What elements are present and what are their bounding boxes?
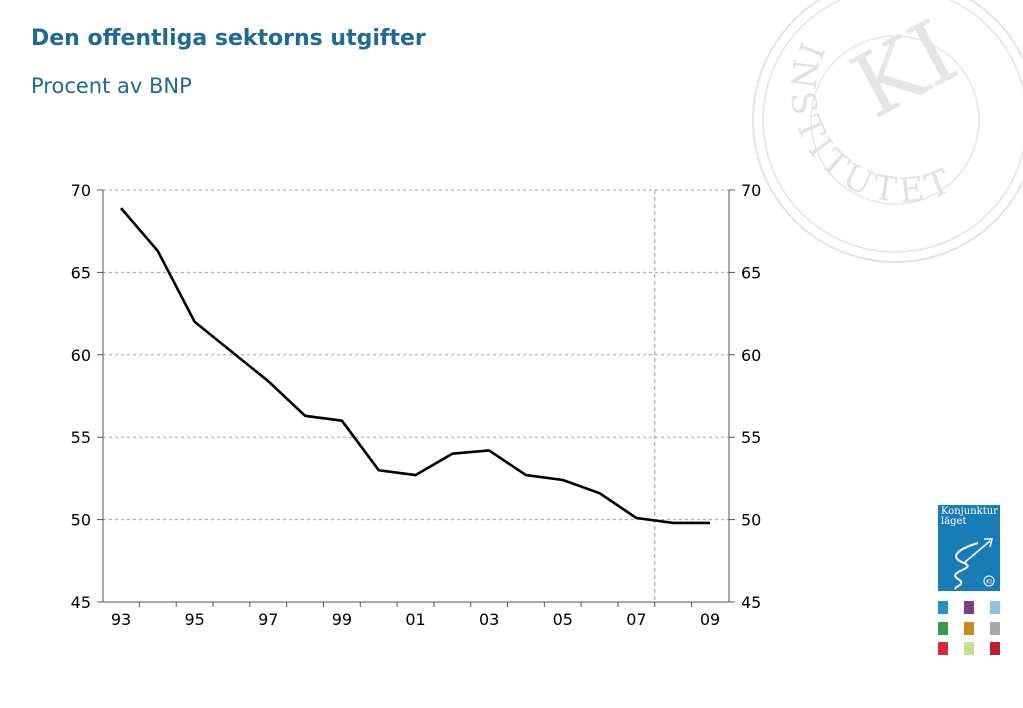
y-axis-left-ticks: 45 50 55 60 65 70 — [71, 181, 103, 612]
x-tick-label-99: 99 — [332, 610, 352, 629]
x-tick-label-01: 01 — [405, 610, 425, 629]
report-swatch-2 — [964, 601, 974, 614]
report-swatch-9 — [990, 642, 1000, 655]
report-swatch-1 — [938, 601, 948, 614]
x-tick-label-93: 93 — [111, 610, 131, 629]
y-tick-label-right-55: 55 — [741, 428, 761, 447]
y-tick-label-left-70: 70 — [71, 181, 91, 200]
x-tick-label-95: 95 — [184, 610, 204, 629]
report-cover-badge: KI — [986, 579, 992, 586]
page-subtitle: Procent av BNP — [31, 74, 192, 98]
y-tick-label-left-60: 60 — [71, 346, 91, 365]
report-swatch-3 — [990, 601, 1000, 614]
y-tick-label-right-70: 70 — [741, 181, 761, 200]
report-swatch-8 — [964, 642, 974, 655]
series-group — [120, 207, 710, 525]
y-tick-label-left-65: 65 — [71, 263, 91, 282]
institute-seal-watermark: INSTITUTET KI — [752, 0, 1023, 263]
report-swatch-7 — [938, 642, 948, 655]
x-tick-label-03: 03 — [479, 610, 499, 629]
report-swatch-5 — [964, 622, 974, 635]
x-tick-label-07: 07 — [626, 610, 646, 629]
y-tick-label-right-60: 60 — [741, 346, 761, 365]
y-tick-label-left-55: 55 — [71, 428, 91, 447]
x-tick-label-09: 09 — [700, 610, 720, 629]
report-cover-title-line2: läget — [941, 516, 967, 527]
series-line-0 — [120, 207, 710, 525]
report-swatch-6 — [990, 622, 1000, 635]
x-tick-label-05: 05 — [553, 610, 573, 629]
report-swatch-4 — [938, 622, 948, 635]
y-tick-label-left-50: 50 — [71, 511, 91, 530]
y-tick-label-right-50: 50 — [741, 511, 761, 530]
report-cover-logo: Konjunktur läget KI — [938, 505, 1000, 591]
x-axis-ticks: 93 95 97 99 01 03 05 07 09 — [111, 602, 720, 629]
report-cover-title: Konjunktur läget — [941, 507, 999, 527]
y-tick-label-left-45: 45 — [71, 593, 91, 612]
x-tick-label-97: 97 — [258, 610, 278, 629]
y-tick-label-right-45: 45 — [741, 593, 761, 612]
page-title: Den offentliga sektorns utgifter — [31, 26, 426, 51]
axes — [102, 190, 730, 603]
report-cover-graphic: KI — [954, 538, 995, 590]
y-axis-right-ticks: 45 50 55 60 65 70 — [729, 181, 761, 612]
report-cover-title-line1: Konjunktur — [941, 506, 998, 517]
y-tick-label-right-65: 65 — [741, 263, 761, 282]
gridlines — [103, 189, 729, 521]
